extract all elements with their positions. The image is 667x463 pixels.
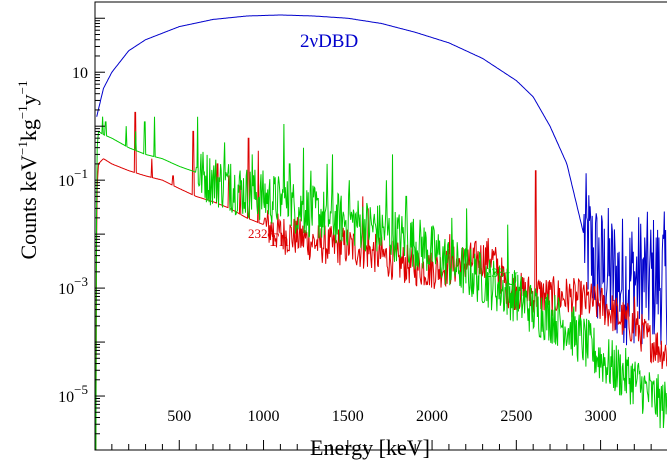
y-axis-title-exp-3: −1 [15,80,30,94]
series-label: 238U [485,265,519,290]
y-axis-title-exp-1: −1 [15,141,30,155]
series-line-u [95,116,667,450]
y-tick-label: 10−5 [58,382,88,406]
y-tick-label: 10−3 [58,274,88,298]
y-axis-title-base: Counts keV [16,155,41,260]
y-tick-label: 10 [72,65,88,82]
x-axis: 500 1000 1500 2000 2500 3000 [111,408,652,450]
series-label: 2νDBD [300,31,358,52]
plot-frame [94,1,667,451]
series-layer [95,14,667,450]
x-tick-label: 2000 [416,408,448,425]
y-axis-title-exp-2: −1 [15,105,30,119]
y-axis-title: Counts keV−1kg−1y−1 [15,80,41,259]
series-labels: 2νDBD 232Th 238U [248,31,519,290]
x-tick-label: 3000 [585,408,617,425]
series-label: 232Th [248,226,289,251]
y-axis-title-kg: kg [16,119,41,141]
x-tick-label: 1000 [248,408,280,425]
x-tick-label: 2500 [500,408,532,425]
x-tick-label: 500 [167,408,191,425]
y-axis-title-y: y [16,94,41,105]
x-axis-title: Energy [keV] [310,435,430,460]
y-axis: 10 10−1 10−3 10−5 [58,1,105,451]
y-tick-label: 10−1 [58,166,88,190]
series-line-2dbd [96,14,667,346]
x-tick-label: 1500 [332,408,364,425]
